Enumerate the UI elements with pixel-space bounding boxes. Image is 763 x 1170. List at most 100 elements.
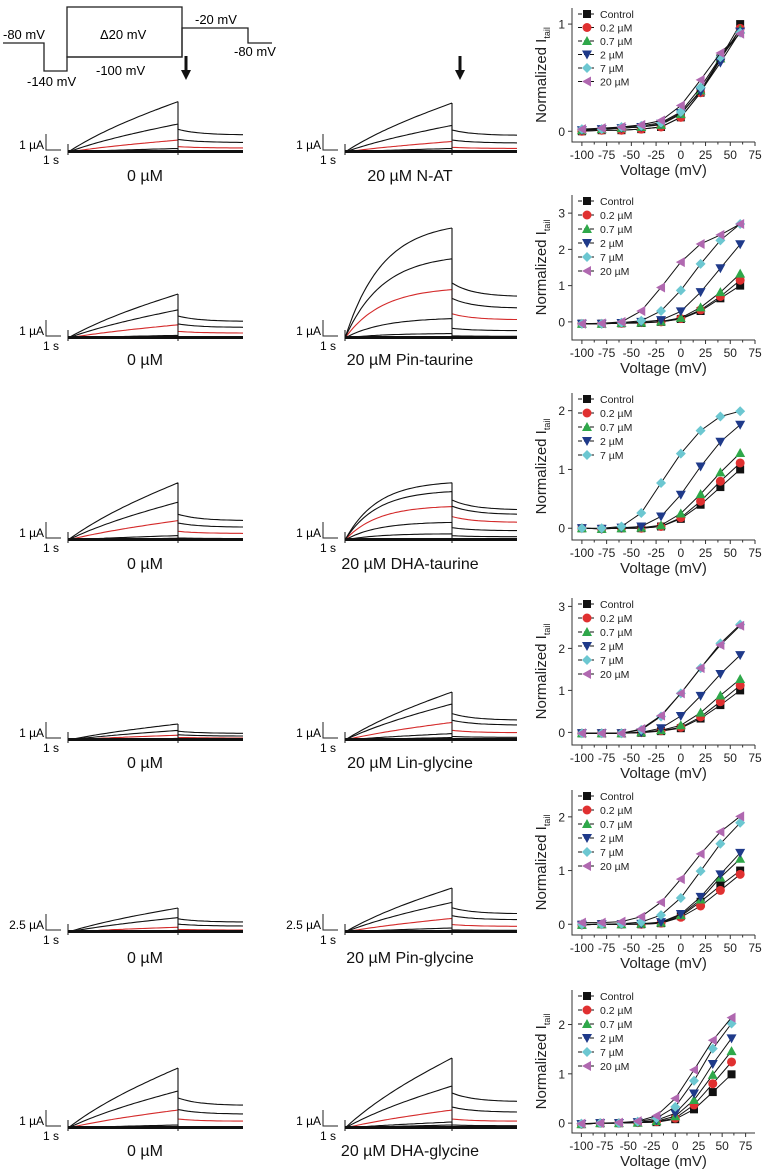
legend-label: 2 µM bbox=[600, 238, 624, 250]
panel-label-control: 0 µM bbox=[127, 755, 163, 772]
legend-item: 0.2 µM bbox=[578, 23, 632, 35]
data-point bbox=[670, 1093, 680, 1104]
current-trace bbox=[67, 1090, 243, 1129]
panel-label-drug: 20 µM Lin-glycine bbox=[347, 755, 473, 772]
data-point bbox=[735, 275, 745, 285]
current-trace-red bbox=[67, 520, 244, 541]
legend-item: 7 µM bbox=[578, 1047, 624, 1059]
legend-item: 0.2 µM bbox=[578, 613, 632, 625]
x-tick-label: 50 bbox=[724, 148, 738, 162]
legend-item: 2 µM bbox=[578, 436, 624, 448]
legend-label: Control bbox=[600, 599, 634, 611]
legend-item: 7 µM bbox=[578, 63, 624, 75]
data-point bbox=[695, 258, 706, 269]
data-point bbox=[735, 458, 745, 468]
legend-label: 7 µM bbox=[600, 1047, 624, 1059]
protocol-label-step-base: -100 mV bbox=[96, 63, 145, 78]
current-trace bbox=[344, 318, 517, 339]
y-axis-label: Normalized Itail bbox=[533, 419, 552, 515]
y-axis-label: Normalized Itail bbox=[533, 220, 552, 316]
legend-item: 2 µM bbox=[578, 1033, 624, 1045]
x-tick-label: -75 bbox=[598, 546, 616, 560]
current-trace bbox=[344, 887, 517, 933]
scale-time-label: 1 s bbox=[320, 541, 336, 555]
data-point bbox=[656, 520, 667, 530]
x-tick-label: -100 bbox=[570, 546, 594, 560]
data-series bbox=[576, 1012, 736, 1129]
y-tick-label: 0 bbox=[558, 125, 565, 139]
iv-chart-5: -100 -75 -50 -25 0 25 50 75 0 1 2 Voltage (mV) Norma… bbox=[533, 790, 762, 972]
scale-bar bbox=[45, 320, 61, 337]
current-trace bbox=[344, 521, 517, 541]
legend-item: 2 µM bbox=[578, 641, 624, 653]
x-tick-label: -75 bbox=[598, 148, 616, 162]
data-point bbox=[726, 1018, 737, 1029]
panel-label-control: 0 µM bbox=[127, 168, 163, 185]
legend-label: 2 µM bbox=[600, 833, 624, 845]
x-tick-label: -50 bbox=[623, 546, 641, 560]
data-point bbox=[735, 680, 745, 690]
data-point bbox=[707, 1059, 718, 1069]
trace-baseline bbox=[345, 1126, 517, 1129]
scale-current-label: 1 µA bbox=[296, 1114, 321, 1128]
legend-item: Control bbox=[578, 394, 634, 406]
y-tick-label: 1 bbox=[558, 18, 565, 32]
x-tick-label: -100 bbox=[569, 1139, 593, 1153]
data-point bbox=[656, 910, 667, 921]
legend-label: 20 µM bbox=[600, 77, 629, 89]
data-point bbox=[716, 483, 725, 492]
y-tick-label: 3 bbox=[558, 207, 565, 221]
panel-label-control: 0 µM bbox=[127, 1143, 163, 1160]
data-point bbox=[715, 476, 725, 486]
data-point bbox=[675, 490, 686, 500]
data-point bbox=[695, 707, 706, 717]
data-series bbox=[576, 28, 745, 135]
data-point bbox=[727, 1070, 736, 1079]
x-tick-label: -75 bbox=[596, 1139, 614, 1153]
legend-item: 20 µM bbox=[578, 76, 629, 89]
current-trace-red bbox=[344, 721, 517, 741]
protocol-label-prepulse: -140 mV bbox=[27, 74, 76, 89]
legend-item: 0.2 µM bbox=[578, 1005, 632, 1017]
y-axis-label: Normalized Itail bbox=[533, 1014, 552, 1110]
scale-bar bbox=[322, 320, 338, 337]
legend-item: 0.7 µM bbox=[578, 36, 632, 48]
scale-time-label: 1 s bbox=[43, 1129, 59, 1143]
data-point bbox=[616, 916, 626, 927]
data-point bbox=[576, 917, 586, 928]
y-tick-label: 2 bbox=[558, 404, 565, 418]
chart-axes bbox=[571, 790, 755, 936]
data-point bbox=[727, 1057, 737, 1067]
data-point bbox=[715, 670, 726, 680]
legend-label: 0.7 µM bbox=[600, 36, 632, 48]
data-point bbox=[715, 690, 726, 700]
data-point bbox=[616, 521, 627, 532]
trace-baseline bbox=[345, 738, 517, 741]
data-point bbox=[656, 724, 667, 734]
data-series bbox=[576, 219, 745, 329]
scale-bar bbox=[45, 722, 61, 739]
x-tick-label: -75 bbox=[598, 941, 616, 955]
legend-item: 0.2 µM bbox=[578, 210, 632, 222]
legend-item: 7 µM bbox=[578, 847, 624, 859]
x-tick-label: -100 bbox=[570, 751, 594, 765]
data-point bbox=[715, 697, 725, 707]
current-trace bbox=[344, 901, 517, 933]
data-point bbox=[596, 318, 606, 329]
data-point bbox=[735, 28, 745, 39]
data-point bbox=[675, 892, 686, 903]
x-tick-label: -75 bbox=[598, 751, 616, 765]
data-point bbox=[596, 123, 606, 134]
scale-time-label: 1 s bbox=[43, 541, 59, 555]
data-point bbox=[616, 316, 626, 327]
scale-time-label: 1 s bbox=[320, 339, 336, 353]
data-point bbox=[576, 523, 587, 534]
legend-item: 2 µM bbox=[578, 50, 624, 62]
scale-current-label: 1 µA bbox=[296, 324, 321, 338]
data-point bbox=[670, 1109, 681, 1119]
x-tick-label: 25 bbox=[699, 546, 713, 560]
iv-chart-6: -100 -75 -50 -25 0 25 50 75 0 1 2 Voltage (mV) Norma… bbox=[533, 990, 755, 1170]
data-point bbox=[576, 728, 586, 739]
legend-label: 7 µM bbox=[600, 252, 624, 264]
chart-axes bbox=[571, 598, 755, 746]
